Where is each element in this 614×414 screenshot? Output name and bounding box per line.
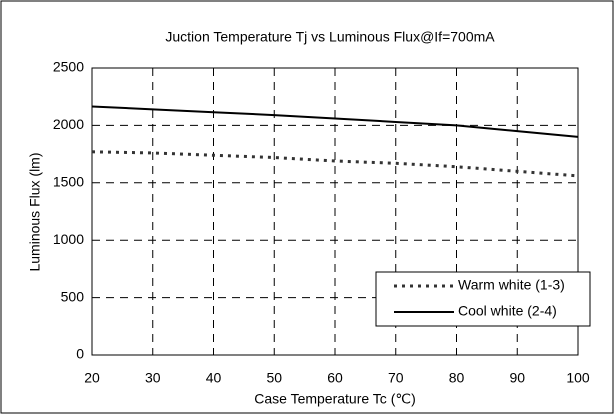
legend-box [375, 271, 591, 327]
x-tick-label: 100 [566, 370, 590, 386]
x-axis-label: Case Temperature Tc (℃) [254, 391, 416, 407]
x-tick-label: 40 [206, 370, 222, 386]
x-tick-label: 20 [84, 370, 100, 386]
x-tick-label: 90 [509, 370, 525, 386]
y-axis-label: Luminous Flux (lm) [27, 152, 43, 271]
y-tick-label: 2000 [53, 116, 84, 132]
x-tick-label: 60 [327, 370, 343, 386]
legend-label: Cool white (2-4) [458, 303, 557, 319]
chart-title: Juction Temperature Tj vs Luminous Flux@… [165, 29, 495, 45]
x-tick-label: 70 [388, 370, 404, 386]
y-tick-label: 0 [76, 346, 84, 362]
series-line [91, 150, 579, 178]
plot-area [91, 67, 579, 356]
legend-label: Warm white (1-3) [458, 277, 565, 293]
y-tick-label: 500 [61, 288, 85, 304]
y-tick-label: 2500 [53, 59, 84, 75]
series-line [91, 105, 579, 138]
y-tick-label: 1000 [53, 231, 84, 247]
x-tick-label: 80 [449, 370, 465, 386]
y-tick-label: 1500 [53, 174, 84, 190]
x-tick-label: 30 [145, 370, 161, 386]
x-tick-label: 50 [266, 370, 282, 386]
